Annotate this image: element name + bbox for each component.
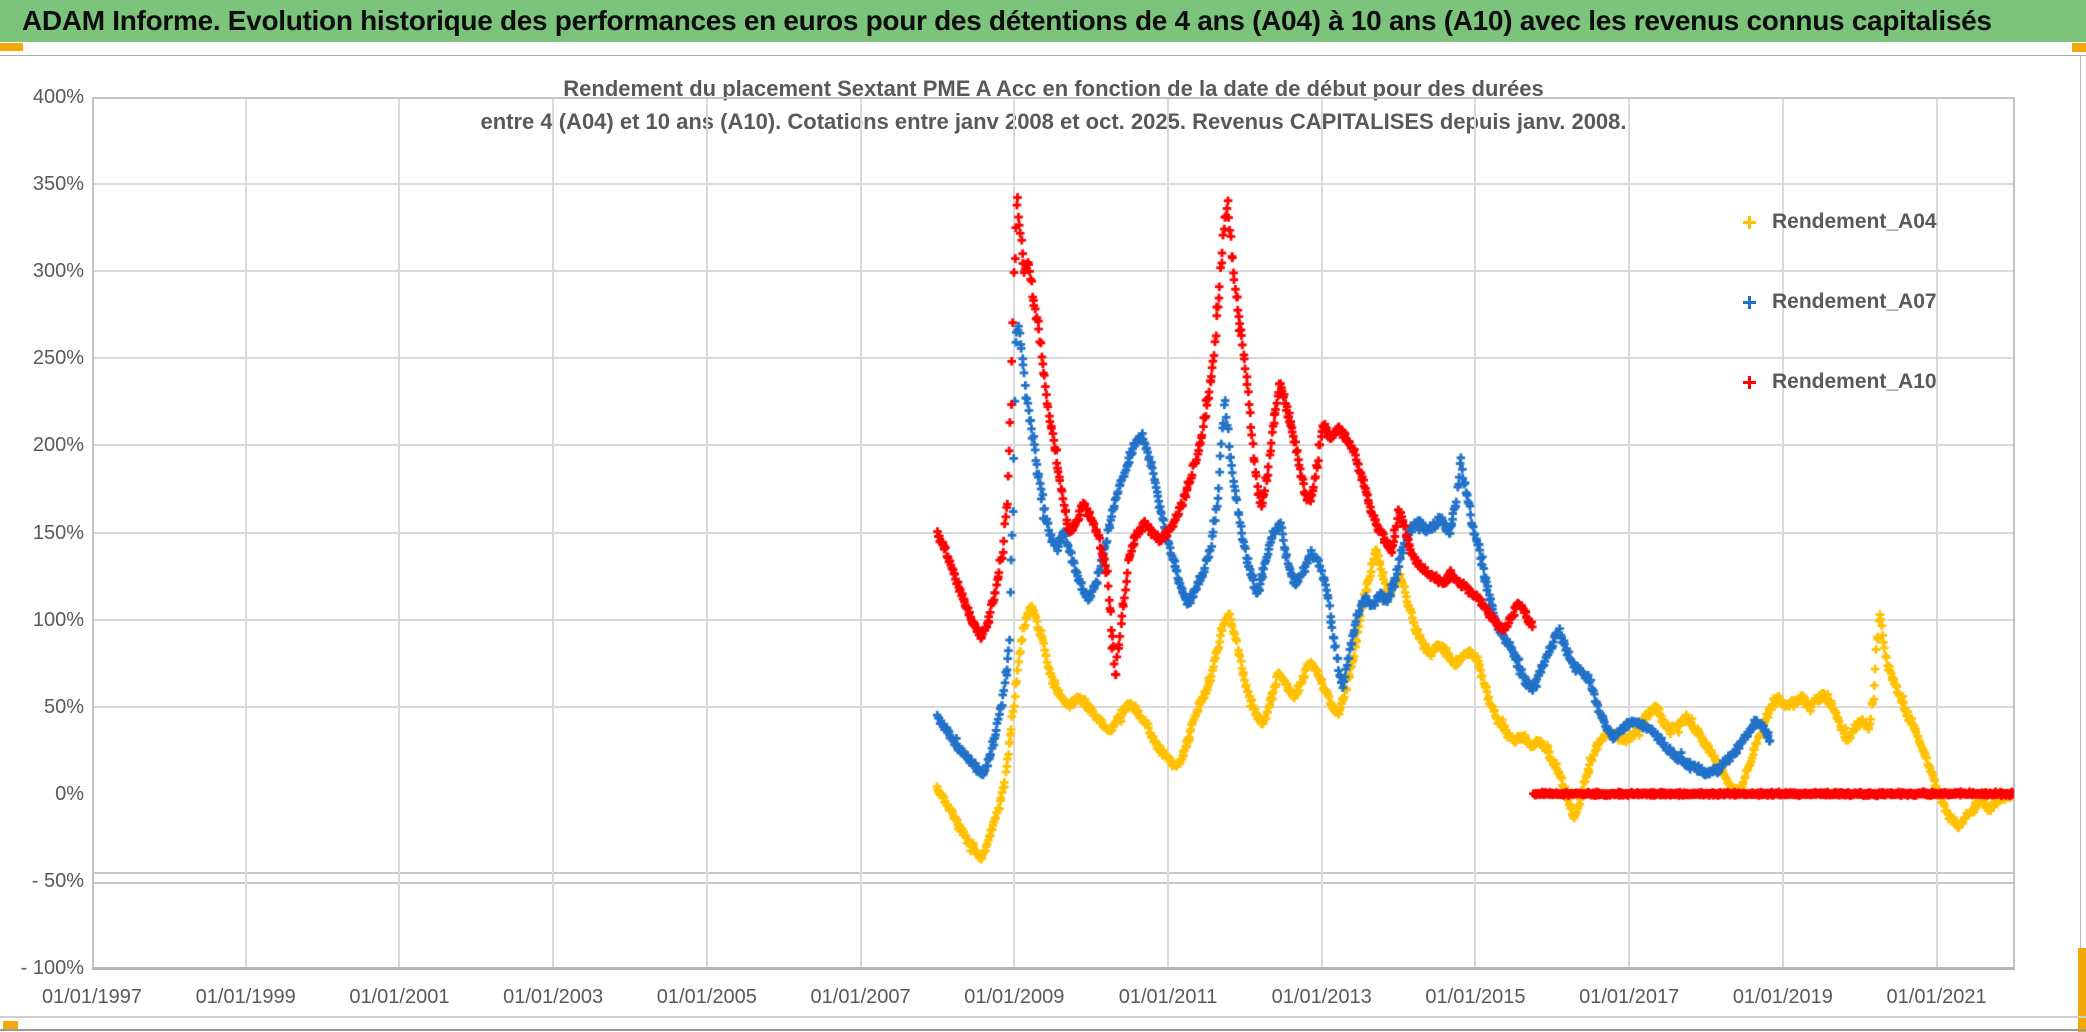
accent-bottom-left	[3, 1021, 18, 1029]
x-tick-label: 01/01/2019	[1732, 986, 1833, 1008]
y-tick-label: 50%	[43, 695, 84, 718]
x-tick-label: 01/01/2001	[349, 986, 450, 1008]
x-tick-label: 01/01/2017	[1579, 986, 1680, 1008]
bottom-separator-line-dark	[0, 1029, 2086, 1031]
chart-title: Rendement du placement Sextant PME A Acc…	[92, 72, 2015, 138]
gridline-vertical	[398, 97, 401, 968]
gridline-vertical	[1320, 97, 1323, 968]
gridline-vertical	[705, 97, 708, 968]
y-tick-label: 350%	[32, 173, 84, 196]
y-tick-label: 150%	[32, 521, 84, 544]
bottom-separator-line-light	[0, 1016, 2086, 1018]
y-tick-label: - 50%	[31, 869, 84, 892]
legend-label: Rendement_A10	[1772, 370, 1937, 393]
legend-label: Rendement_A04	[1772, 210, 1937, 233]
y-tick-label: 250%	[32, 347, 84, 370]
gridline-vertical	[1167, 97, 1170, 968]
gridline-horizontal-double	[92, 882, 2015, 884]
plus-marker-icon	[1742, 215, 1757, 230]
gridline-vertical	[244, 97, 247, 968]
header-bar: ADAM Informe. Evolution historique des p…	[0, 0, 2086, 42]
legend-item-rendement-a04[interactable]: Rendement_A04	[1742, 200, 1937, 244]
accent-top-right	[2072, 43, 2086, 52]
y-tick-label: 200%	[32, 434, 84, 457]
chart-title-line2: entre 4 (A04) et 10 ans (A10). Cotations…	[480, 109, 1627, 134]
legend-item-rendement-a10[interactable]: Rendement_A10	[1742, 360, 1937, 404]
gridline-vertical	[1013, 97, 1016, 968]
gridline-horizontal	[92, 270, 2015, 273]
chart-title-line1: Rendement du placement Sextant PME A Acc…	[563, 76, 1544, 101]
right-edge-line	[2080, 56, 2081, 948]
x-tick-label: 01/01/2011	[1118, 986, 1218, 1008]
plot-border-top	[92, 97, 2015, 99]
gridline-horizontal	[92, 531, 2015, 534]
plot-border-bottom	[92, 967, 2015, 970]
y-tick-label: 300%	[32, 260, 84, 283]
x-tick-label: 01/01/2009	[964, 986, 1065, 1008]
gridline-horizontal	[92, 183, 2015, 186]
x-tick-label: 01/01/2007	[810, 986, 911, 1008]
gridline-vertical	[859, 97, 862, 968]
y-tick-label: 0%	[55, 782, 84, 805]
x-tick-label: 01/01/1999	[195, 986, 296, 1008]
x-tick-label: 01/01/2003	[503, 986, 604, 1008]
accent-top-left	[0, 43, 23, 51]
plot-border-left	[92, 97, 94, 968]
x-tick-label: 01/01/1997	[41, 986, 143, 1008]
x-tick-label: 01/01/2013	[1271, 986, 1372, 1008]
gridline-horizontal	[92, 618, 2015, 621]
plot-border-right	[2013, 97, 2015, 968]
gridline-vertical	[1628, 97, 1631, 968]
header-title: ADAM Informe. Evolution historique des p…	[22, 5, 1992, 36]
y-tick-label: 100%	[32, 608, 84, 631]
accent-bottom-right	[2078, 948, 2086, 1032]
gridline-vertical	[1474, 97, 1477, 968]
gridline-horizontal	[92, 444, 2015, 447]
y-tick-label: - 100%	[20, 957, 84, 979]
plus-marker-icon	[1742, 295, 1757, 310]
x-tick-label: 01/01/2021	[1886, 986, 1987, 1008]
x-tick-label: 01/01/2015	[1425, 986, 1526, 1008]
legend-item-rendement-a07[interactable]: Rendement_A07	[1742, 280, 1937, 324]
x-tick-label: 01/01/2005	[656, 986, 757, 1008]
y-tick-label: 400%	[32, 86, 84, 108]
legend-label: Rendement_A07	[1772, 290, 1937, 313]
gridline-horizontal	[92, 705, 2015, 708]
gridline-horizontal-double	[92, 872, 2015, 874]
plus-marker-icon	[1742, 375, 1757, 390]
gridline-vertical	[552, 97, 555, 968]
top-separator-line	[0, 55, 2086, 56]
gridline-horizontal	[92, 357, 2015, 360]
